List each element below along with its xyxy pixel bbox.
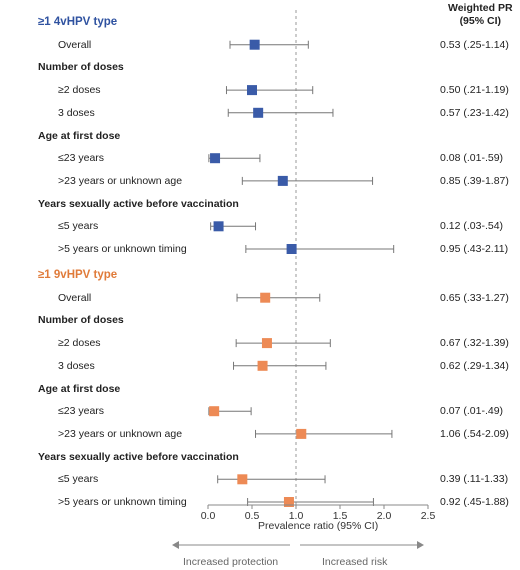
pr-header-line1: Weighted PR [448,2,513,14]
x-tick-label: 2.5 [421,510,436,522]
pr-value: 0.39 (.11-1.33) [440,473,509,486]
pr-value: 0.53 (.25-1.14) [440,38,509,51]
pr-point [257,360,268,371]
arrow-right-head [417,541,424,549]
pr-value: 0.67 (.32-1.39) [440,337,509,350]
row-label: >23 years or unknown age [58,174,183,187]
pr-value: 0.92 (.45-1.88) [440,496,509,508]
arrow-left-head [172,541,179,549]
row-label: 3 doses [58,359,95,372]
group-title-9vHPV: ≥1 9vHPV type [38,269,118,281]
pr-value: 0.12 (.03-.54) [440,220,504,233]
pr-point [237,474,248,485]
pr-point [283,497,294,507]
pr-point [249,39,260,50]
subgroup-header: Age at first dose [38,382,121,395]
subgroup-header: Number of doses [38,314,124,327]
pr-column-header: Weighted PR (95% CI) [448,2,513,28]
pr-value: 0.08 (.01-.59) [440,152,504,165]
pr-header-line2: (95% CI) [459,15,501,27]
row-label: ≤23 years [58,405,105,418]
pr-point [210,153,221,164]
row-label: ≤23 years [58,152,105,165]
pr-value: 0.62 (.29-1.34) [440,359,509,372]
subgroup-header: Age at first dose [38,129,121,142]
pr-value: 0.85 (.39-1.87) [440,174,509,187]
row-label: Overall [58,38,92,51]
arrow-left-label: Increased protection [183,556,279,568]
subgroup-header: Years sexually active before vaccination [38,197,239,210]
pr-point [213,221,224,232]
arrow-right-label: Increased risk [322,556,388,568]
x-tick-label: 0.5 [245,510,260,522]
pr-value: 0.57 (.23-1.42) [440,106,509,119]
subgroup-header: Years sexually active before vaccination [38,450,239,463]
pr-point [277,175,288,186]
x-tick-label: 0.0 [201,510,216,522]
row-label: ≤5 years [58,220,99,233]
x-tick-label: 1.5 [333,510,348,522]
row-label: 3 doses [58,106,95,119]
x-axis-label: Prevalence ratio (95% CI) [258,520,379,532]
x-tick-label: 2.0 [377,510,392,522]
pr-value: 0.50 (.21-1.19) [440,84,509,97]
pr-value: 1.06 (.54-2.09) [440,427,509,440]
pr-point [209,406,220,417]
pr-point [261,338,272,349]
row-label: >23 years or unknown age [58,427,183,440]
pr-value: 0.95 (.43-2.11) [440,243,509,255]
pr-point [260,292,271,303]
pr-point [286,244,297,254]
pr-point [247,85,257,96]
row-label: ≥2 doses [58,84,101,97]
pr-value: 0.07 (.01-.49) [440,405,504,418]
pr-point [296,428,307,439]
x-tick-label: 1.0 [289,510,304,522]
pr-value: 0.65 (.33-1.27) [440,291,509,304]
row-label: Overall [58,291,92,304]
row-label: >5 years or unknown timing [58,496,187,508]
row-label: ≥2 doses [58,337,101,350]
group-title-4vHPV: ≥1 4vHPV type [38,16,118,28]
subgroup-header: Number of doses [38,61,124,74]
row-label: ≤5 years [58,473,99,486]
pr-point [253,107,264,118]
row-label: >5 years or unknown timing [58,243,187,255]
